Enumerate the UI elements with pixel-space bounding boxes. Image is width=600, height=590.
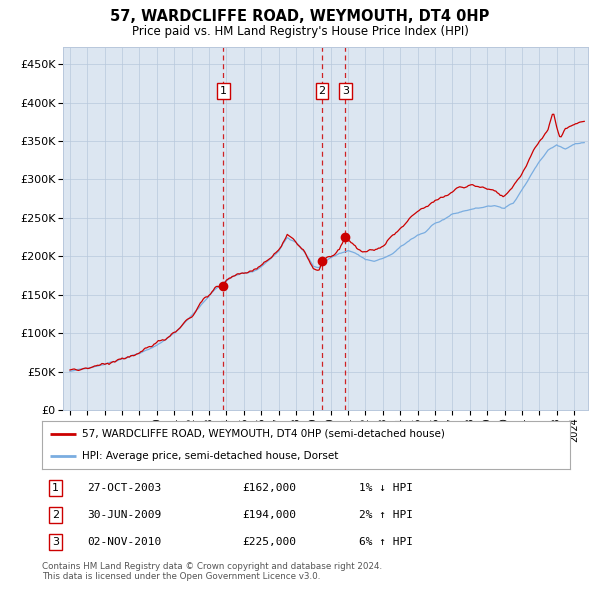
Text: £225,000: £225,000 — [242, 537, 296, 547]
Text: 30-JUN-2009: 30-JUN-2009 — [87, 510, 161, 520]
Text: 57, WARDCLIFFE ROAD, WEYMOUTH, DT4 0HP (semi-detached house): 57, WARDCLIFFE ROAD, WEYMOUTH, DT4 0HP (… — [82, 429, 445, 439]
Text: 3: 3 — [342, 86, 349, 96]
Text: This data is licensed under the Open Government Licence v3.0.: This data is licensed under the Open Gov… — [42, 572, 320, 581]
Text: 1: 1 — [52, 483, 59, 493]
Text: 2: 2 — [52, 510, 59, 520]
Text: 1: 1 — [220, 86, 227, 96]
Text: Price paid vs. HM Land Registry's House Price Index (HPI): Price paid vs. HM Land Registry's House … — [131, 25, 469, 38]
Text: 57, WARDCLIFFE ROAD, WEYMOUTH, DT4 0HP: 57, WARDCLIFFE ROAD, WEYMOUTH, DT4 0HP — [110, 9, 490, 24]
Text: 2: 2 — [319, 86, 326, 96]
Text: 2% ↑ HPI: 2% ↑ HPI — [359, 510, 413, 520]
Text: HPI: Average price, semi-detached house, Dorset: HPI: Average price, semi-detached house,… — [82, 451, 338, 461]
Text: 3: 3 — [52, 537, 59, 547]
Text: 27-OCT-2003: 27-OCT-2003 — [87, 483, 161, 493]
Text: 02-NOV-2010: 02-NOV-2010 — [87, 537, 161, 547]
Text: 1% ↓ HPI: 1% ↓ HPI — [359, 483, 413, 493]
Text: Contains HM Land Registry data © Crown copyright and database right 2024.: Contains HM Land Registry data © Crown c… — [42, 562, 382, 571]
Text: £194,000: £194,000 — [242, 510, 296, 520]
Text: 6% ↑ HPI: 6% ↑ HPI — [359, 537, 413, 547]
Text: £162,000: £162,000 — [242, 483, 296, 493]
